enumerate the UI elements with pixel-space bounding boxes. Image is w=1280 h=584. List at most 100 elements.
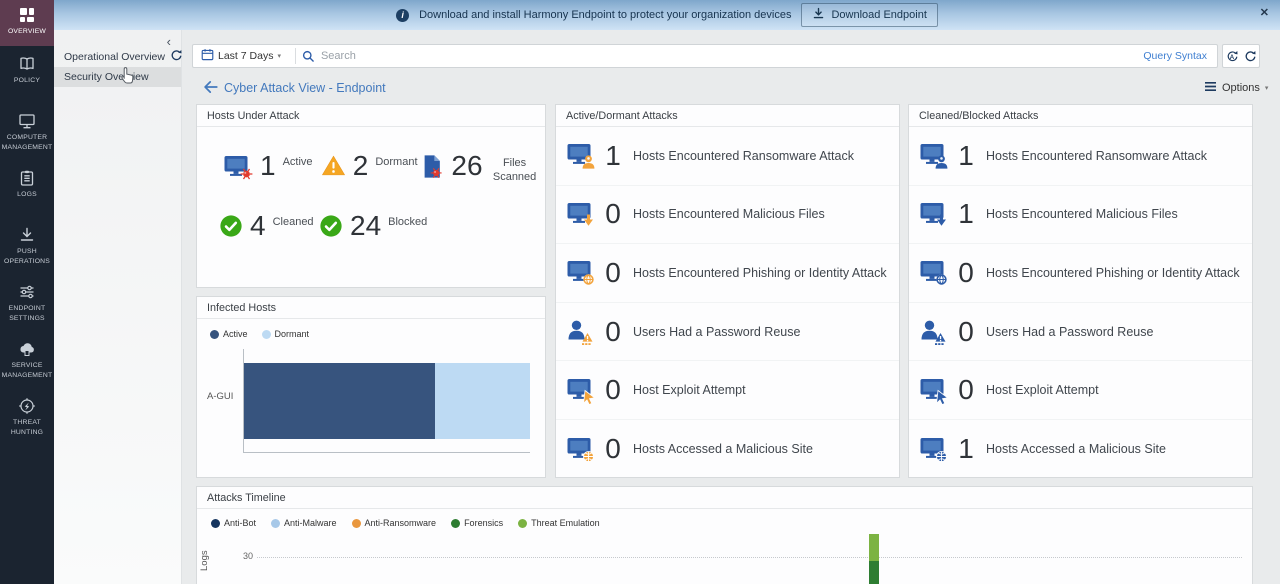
toolbar-icon-group: A [1222,44,1260,68]
legend-dot [451,518,461,528]
legend-dot [261,329,271,339]
attack-label: Hosts Accessed a Malicious Site [986,442,1166,457]
infected-hosts-chart [243,349,530,453]
timeline-bar-forensics[interactable] [869,561,879,584]
banner-close-icon[interactable]: ✕ [1259,7,1269,19]
sidebar-item-computer-management[interactable]: COMPUTER MANAGEMENT [0,103,54,160]
refresh-icon[interactable] [1244,50,1257,63]
download-endpoint-label: Download Endpoint [831,9,927,21]
collapse-chevron-icon[interactable]: ‹ [166,34,171,49]
user-warning-icon [566,318,600,346]
cloud-icon [18,340,36,358]
attack-row-host-exploit-attempt[interactable]: 0 Host Exploit Attempt [909,361,1252,420]
stat-blocked[interactable]: 24 Blocked [319,210,439,240]
legend-label: Active [223,329,248,339]
attack-row-users-had-a-password-reuse[interactable]: 0 Users Had a Password Reuse [909,303,1252,362]
chevron-down-icon: ▾ [277,53,281,60]
auto-refresh-icon[interactable]: A [1226,50,1239,63]
hamburger-icon [1204,81,1217,95]
search-input[interactable] [320,50,1134,62]
calendar-icon [201,48,214,64]
download-endpoint-button[interactable]: Download Endpoint [801,3,938,27]
check-circle-icon [319,214,343,238]
attacks-timeline-panel: Attacks Timeline Anti-Bot Anti-Malware A… [196,486,1253,584]
warning-triangle-icon [321,154,346,177]
attack-label: Hosts Encountered Phishing or Identity A… [633,265,887,280]
attack-count: 0 [605,256,621,288]
sidebar-item-push-operations[interactable]: PUSH OPERATIONS [0,217,54,274]
timeline-bar-threat-emulation[interactable] [869,534,879,561]
legend-item-threat-emulation[interactable]: Threat Emulation [518,518,600,528]
monitor-ransomware-icon [919,142,953,169]
legend-item-anti-malware[interactable]: Anti-Malware [271,518,337,528]
attack-row-host-exploit-attempt[interactable]: 0 Host Exploit Attempt [556,361,899,420]
attack-row-hosts-encountered-malicious-files[interactable]: 0 Hosts Encountered Malicious Files [556,186,899,245]
sidebar-item-endpoint-settings[interactable]: ENDPOINT SETTINGS [0,274,54,331]
stat-files-scanned[interactable]: 26 Files Scanned [420,151,545,185]
legend-item-forensics[interactable]: Forensics [451,518,503,528]
active-dormant-attacks-panel: Active/Dormant Attacks 1 Hosts Encounter… [555,104,900,478]
bar-segment-dormant[interactable] [434,363,530,439]
file-virus-icon [420,154,444,179]
legend-item-anti-ransomware[interactable]: Anti-Ransomware [351,518,437,528]
monitor-exploit-icon [566,377,600,404]
panel-title: Hosts Under Attack [197,105,545,127]
subnav-item-label: Security Overview [64,71,149,83]
legend-label: Dormant [274,329,310,339]
stat-dormant-hosts[interactable]: 2 Dormant [321,151,421,185]
legend-item-dormant[interactable]: Dormant [261,329,310,339]
back-button[interactable] [201,79,218,100]
stat-label: Active [282,156,313,168]
attack-row-hosts-encountered-ransomware-attack[interactable]: 1 Hosts Encountered Ransomware Attack [909,127,1252,186]
x-axis-ticks [243,457,530,469]
attack-label: Hosts Encountered Malicious Files [633,207,825,222]
sidebar-item-label: COMPUTER MANAGEMENT [1,134,53,151]
subnav-item-security-overview[interactable]: Security Overview [54,67,181,87]
bar-segment-active[interactable] [244,363,435,439]
sidebar-item-service-management[interactable]: SERVICE MANAGEMENT [0,331,54,388]
attack-row-hosts-encountered-ransomware-attack[interactable]: 1 Hosts Encountered Ransomware Attack [556,127,899,186]
download-icon [812,7,825,23]
legend-dot [518,518,528,528]
divider [294,48,296,64]
query-syntax-link[interactable]: Query Syntax [1143,50,1207,62]
overview-subnav: ‹ Operational Overview Security Overview [54,30,182,584]
legend-label: Anti-Ransomware [364,518,437,528]
sidebar-item-label: OVERVIEW [7,28,47,35]
attack-row-hosts-accessed-a-malicious-site[interactable]: 1 Hosts Accessed a Malicious Site [909,420,1252,479]
attack-row-hosts-encountered-malicious-files[interactable]: 1 Hosts Encountered Malicious Files [909,186,1252,245]
legend-item-anti-bot[interactable]: Anti-Bot [211,518,256,528]
refresh-icon[interactable] [170,49,183,65]
attack-label: Hosts Encountered Ransomware Attack [633,148,854,163]
sidebar-item-overview[interactable]: OVERVIEW [0,0,54,46]
page-title[interactable]: Cyber Attack View - Endpoint [224,81,386,95]
y-tick-label: 30 [242,551,253,561]
stat-active-hosts[interactable]: 1 Active [223,151,321,185]
time-range-selector[interactable]: Last 7 Days ▾ [193,48,289,64]
stat-label: Files Scanned [492,157,537,184]
attack-row-hosts-encountered-phishing-or-identity-attack[interactable]: 0 Hosts Encountered Phishing or Identity… [909,244,1252,303]
stat-label: Cleaned [272,215,314,228]
options-button[interactable]: Options ▾ [1204,81,1268,95]
attack-row-users-had-a-password-reuse[interactable]: 0 Users Had a Password Reuse [556,303,899,362]
gridline [257,557,1242,558]
attack-count: 0 [605,315,621,347]
stat-value: 2 [352,150,369,181]
attack-row-hosts-encountered-phishing-or-identity-attack[interactable]: 0 Hosts Encountered Phishing or Identity… [556,244,899,303]
user-warning-icon [919,318,953,346]
legend-item-active[interactable]: Active [210,329,248,339]
subnav-item-operational-overview[interactable]: Operational Overview [54,47,183,67]
stat-cleaned[interactable]: 4 Cleaned [219,210,319,240]
hosts-under-attack-panel: Hosts Under Attack 1 Active 2 Dormant 26… [196,104,546,288]
sidebar-item-threat-hunting[interactable]: THREAT HUNTING [0,388,54,445]
monitor-site-icon [566,436,600,463]
download-banner: i Download and install Harmony Endpoint … [54,0,1280,30]
legend-dot [210,329,219,339]
attack-label: Host Exploit Attempt [633,383,746,398]
attack-row-hosts-accessed-a-malicious-site[interactable]: 0 Hosts Accessed a Malicious Site [556,420,899,479]
subnav-item-label: Operational Overview [64,51,165,63]
infected-hosts-panel: Infected Hosts Active Dormant A-GUI [196,296,546,478]
sidebar-item-policy[interactable]: POLICY [0,46,54,103]
sidebar-item-logs[interactable]: LOGS [0,160,54,217]
sidebar-item-label: THREAT HUNTING [10,419,44,436]
